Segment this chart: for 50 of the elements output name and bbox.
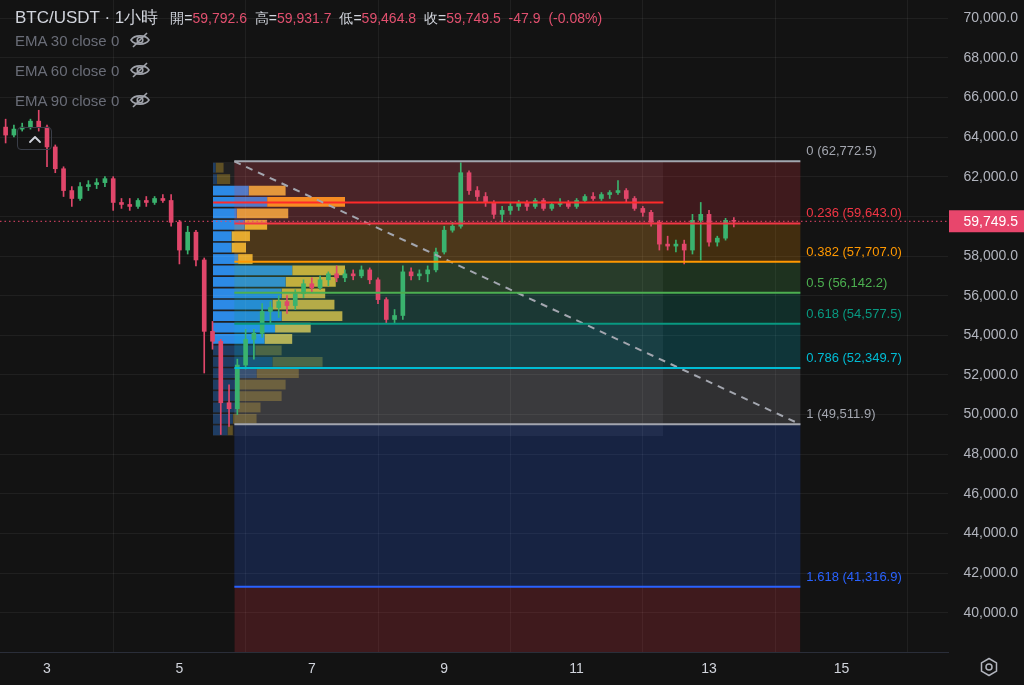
bar [213,185,249,196]
y-tick-label: 66,000.0 [963,88,1019,105]
bar [255,345,282,356]
x-tick-label: 3 [43,660,52,677]
bar [264,334,293,344]
y-tick-label: 50,000.0 [963,405,1019,422]
y-tick-label: 42,000.0 [963,564,1019,581]
candlestick [251,329,257,360]
series-label: 1.618 (41,316.9) [806,568,902,584]
annotation: EMA 90 close 0 [15,91,120,109]
y-tick-label: 64,000.0 [963,127,1019,144]
text: 開=59,792.6 高=59,931.7 低=59,464.8 收=59,749.5 -47.9 (-0.08%) [170,10,603,26]
bar [256,368,299,379]
bar [236,208,289,219]
text: BTC/USDT · 1小時 [15,7,159,29]
ref-line-label: 59,749.5 [963,213,1019,230]
y-tick-label: 52,000.0 [963,365,1019,382]
series-label: 1 (49,511.9) [806,406,876,422]
y-tick-label: 44,000.0 [963,524,1019,541]
annotation: EMA 30 close 0 [15,31,120,49]
x-tick-label: 15 [833,660,850,677]
y-tick-label: 46,000.0 [963,484,1019,501]
y-tick-label: 58,000.0 [963,246,1019,263]
x-tick-label: 13 [701,660,718,677]
candlestick [284,295,290,314]
candlestick [698,202,704,261]
series-label: 0 (62,772.5) [806,143,877,159]
candlestick [615,180,621,195]
annotation: EMA 60 close 0 [15,61,120,79]
y-tick-label: 62,000.0 [963,167,1019,184]
candlestick [127,198,133,211]
x-tick-label: 9 [440,660,449,677]
x-tick-label: 5 [175,660,184,677]
series-label: 0.786 (52,349.7) [806,350,902,366]
y-tick-label: 40,000.0 [963,603,1019,620]
y-tick-label: 54,000.0 [963,326,1019,343]
y-tick-label: 70,000.0 [963,8,1019,25]
y-tick-label: 56,000.0 [963,286,1019,303]
series-label: 0.236 (59,643.0) [806,205,902,221]
series-label: 0.382 (57,707.0) [806,243,902,259]
bar [272,356,323,367]
y-tick-label: 48,000.0 [963,445,1019,462]
bar [248,185,286,196]
series-label: 0.5 (56,142.2) [806,274,888,290]
series-label: 0.618 (54,577.5) [806,305,902,321]
bar [232,413,257,424]
bar [213,265,293,276]
y-tick-label: 68,000.0 [963,48,1019,65]
x-tick-label: 11 [569,660,585,677]
x-tick-label: 7 [307,660,316,677]
